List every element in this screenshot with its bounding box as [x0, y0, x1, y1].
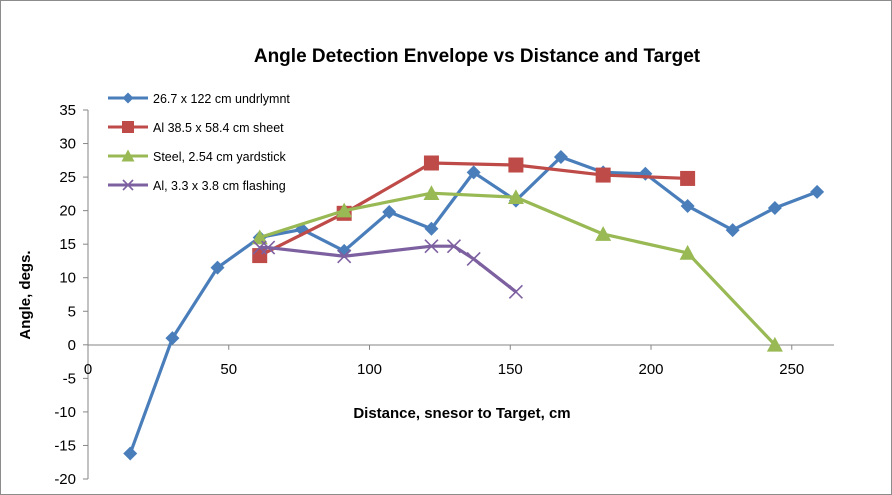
y-tick-label: 10	[59, 270, 76, 287]
y-tick-label: 20	[59, 203, 76, 220]
data-point	[680, 170, 696, 186]
y-tick-label: 5	[68, 303, 76, 320]
series-layer	[123, 149, 825, 461]
data-point	[725, 223, 740, 238]
legend-item: Steel, 2.54 cm yardstick	[108, 149, 286, 164]
y-tick-label: 0	[68, 337, 76, 354]
data-point	[251, 229, 268, 245]
series-line	[259, 244, 517, 294]
legend-item: Al, 3.3 x 3.8 cm flashing	[108, 179, 286, 193]
data-point	[165, 331, 180, 346]
chart-title: Angle Detection Envelope vs Distance and…	[254, 46, 701, 67]
legend-swatch-marker	[122, 121, 134, 133]
data-point	[766, 336, 783, 352]
x-tick-label: 200	[639, 361, 664, 378]
x-tick-label: 0	[84, 361, 92, 378]
legend-swatch-marker	[122, 179, 134, 191]
data-point	[810, 184, 825, 199]
x-tick-label: 250	[779, 361, 804, 378]
data-point	[767, 200, 782, 215]
data-point	[595, 167, 611, 183]
series-4	[252, 239, 523, 299]
data-point	[423, 155, 439, 171]
y-axis-title: Angle, degs.	[17, 250, 34, 339]
data-point	[424, 239, 439, 254]
y-tick-label: 35	[59, 102, 76, 119]
legend-item: 26.7 x 122 cm undrlymnt	[108, 92, 290, 106]
x-tick-label: 150	[498, 361, 523, 378]
data-point	[507, 189, 524, 205]
x-tick-label: 50	[220, 361, 237, 378]
data-point	[446, 239, 462, 254]
legend: 26.7 x 122 cm undrlymnt Al 38.5 x 58.4 cm…	[108, 92, 290, 193]
x-tick-label: 100	[357, 361, 382, 378]
y-tick-label: -5	[63, 370, 76, 387]
legend-label: 26.7 x 122 cm undrlymnt	[153, 92, 290, 106]
data-point	[508, 157, 524, 173]
legend-label: Al, 3.3 x 3.8 cm flashing	[153, 179, 286, 193]
data-point	[508, 284, 523, 299]
legend-swatch-marker	[121, 149, 135, 162]
y-tick-label: -10	[54, 404, 76, 421]
data-point	[679, 244, 696, 260]
data-point	[595, 226, 612, 241]
data-point	[553, 149, 568, 164]
data-point	[336, 202, 353, 218]
series-line	[259, 161, 688, 258]
y-tick-label: 15	[59, 236, 76, 253]
legend-swatch-marker	[122, 92, 134, 104]
y-axis-ticks: -20 -15 -10 -5 0 5 10 15 20 25 30 35	[54, 102, 88, 488]
y-tick-label: -20	[54, 471, 76, 488]
data-point	[424, 221, 439, 236]
legend-label: Al 38.5 x 58.4 cm sheet	[153, 121, 284, 135]
data-point	[123, 446, 138, 461]
legend-label: Steel, 2.54 cm yardstick	[153, 150, 286, 164]
data-point	[210, 260, 225, 275]
data-point	[382, 204, 397, 219]
data-point	[466, 165, 481, 180]
y-tick-label: 25	[59, 169, 76, 186]
data-point	[680, 198, 695, 213]
x-axis-ticks: 0 50 100 150 200 250	[84, 344, 804, 378]
legend-item: Al 38.5 x 58.4 cm sheet	[108, 121, 284, 135]
y-tick-label: -15	[54, 437, 76, 454]
data-point	[466, 251, 481, 267]
data-point	[337, 249, 352, 264]
series-3	[251, 185, 783, 352]
data-point	[423, 185, 440, 200]
data-point	[261, 240, 276, 255]
y-tick-label: 30	[59, 136, 76, 153]
x-axis-title: Distance, snesor to Target, cm	[353, 405, 570, 422]
